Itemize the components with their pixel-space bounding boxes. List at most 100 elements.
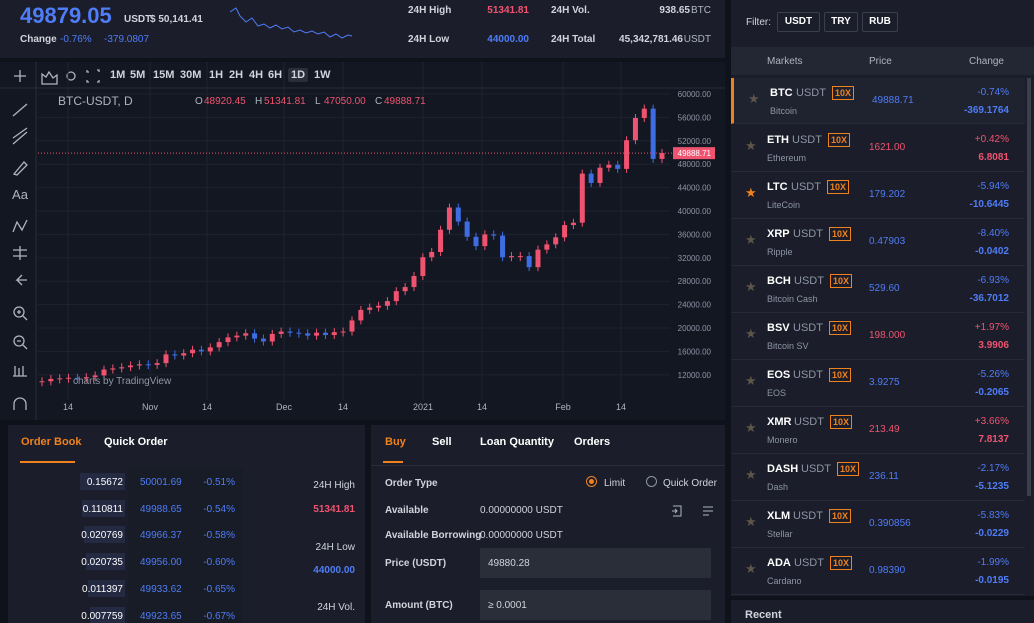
favorite-star[interactable]: ★ xyxy=(745,467,757,482)
interval-button[interactable]: 30M xyxy=(180,69,202,81)
interval-button[interactable]: 1M xyxy=(110,69,126,81)
x-tick-label: 14 xyxy=(616,402,626,412)
candle xyxy=(411,275,417,288)
market-symbol: XMR xyxy=(767,416,792,428)
order-book-tab[interactable]: Order Book xyxy=(21,436,82,448)
radio-label[interactable]: Limit xyxy=(604,478,626,489)
trade-panel: Buy Sell Loan Quantity Orders Order Type Limi… xyxy=(371,425,725,623)
market-name: Ethereum xyxy=(767,153,807,163)
favorite-star[interactable]: ★ xyxy=(745,185,757,200)
market-quote: USDT xyxy=(801,463,831,475)
candle xyxy=(553,237,559,245)
pattern-tool xyxy=(12,219,28,233)
column-header[interactable]: Markets xyxy=(767,56,803,67)
scrollbar[interactable] xyxy=(1027,78,1031,496)
favorite-star[interactable]: ★ xyxy=(745,138,757,153)
input-value[interactable]: ≥ 0.0001 xyxy=(488,600,527,611)
stat-value: 938.65 xyxy=(659,5,690,16)
leverage-badge: 10X xyxy=(830,274,853,288)
candle xyxy=(66,377,72,379)
radio-dot xyxy=(589,479,594,484)
order-type-label: Order Type xyxy=(385,478,438,489)
market-row[interactable]: ★ BSV USDT 10X Bitcoin SV 198.000 +1.97% 3.9906 xyxy=(731,313,1025,360)
market-name: Cardano xyxy=(767,576,802,586)
favorite-star[interactable]: ★ xyxy=(745,326,757,341)
candle xyxy=(517,256,523,258)
favorite-star[interactable]: ★ xyxy=(745,420,757,435)
order-book-tab[interactable]: Quick Order xyxy=(104,436,168,448)
column-header[interactable]: Price xyxy=(869,56,892,67)
symbol[interactable]: BTC-USDT, D xyxy=(58,94,133,108)
filter-option[interactable]: RUB xyxy=(862,12,898,32)
drawing-tools xyxy=(12,69,100,410)
filter-option[interactable]: TRY xyxy=(824,12,858,32)
market-row[interactable]: ★ DASH USDT 10X Dash 236.11 -2.17% -5.1235 xyxy=(731,454,1025,501)
trade-tab[interactable]: Orders xyxy=(574,436,611,448)
radio[interactable] xyxy=(586,476,597,487)
candle xyxy=(384,301,390,306)
radio-label[interactable]: Quick Order xyxy=(663,478,717,489)
field-value: 0.00000000 USDT xyxy=(480,530,563,541)
favorite-star[interactable]: ★ xyxy=(745,373,757,388)
favorite-star[interactable]: ★ xyxy=(745,232,757,247)
y-tick-label: 24000.00 xyxy=(678,301,712,310)
depth-bar xyxy=(90,606,125,623)
candle xyxy=(119,367,125,369)
stat-unit: USDT xyxy=(683,34,711,45)
price-chart: Aa 60000.00 56000.00 52000.00 48000.00 44000… xyxy=(0,62,725,420)
market-row[interactable]: ★ XRP USDT 10X Ripple 0.47903 -8.40% -0.0402 xyxy=(731,219,1025,266)
trade-tab[interactable]: Sell xyxy=(432,436,452,448)
interval-button[interactable]: 6H xyxy=(268,69,283,81)
book-change: -0.60% xyxy=(203,557,235,569)
market-price: 49888.71 xyxy=(872,95,914,106)
market-quote: USDT xyxy=(793,322,823,334)
market-symbol: ETH xyxy=(767,134,789,146)
market-row[interactable]: ★ XLM USDT 10X Stellar 0.390856 -5.83% -0.0229 xyxy=(731,501,1025,548)
zoom-in xyxy=(13,306,25,318)
zoom-out-minus xyxy=(17,340,28,350)
interval-button[interactable]: 2H xyxy=(229,69,244,81)
price-input[interactable] xyxy=(480,548,711,578)
favorite-star[interactable]: ★ xyxy=(745,279,757,294)
trade-tab[interactable]: Buy xyxy=(385,436,406,448)
interval-button[interactable]: 5M xyxy=(130,69,146,81)
leverage-badge: 10X xyxy=(829,321,852,335)
market-row[interactable]: ★ BCH USDT 10X Bitcoin Cash 529.60 -6.93% -36.7… xyxy=(731,266,1025,313)
amount-input[interactable] xyxy=(480,590,711,620)
x-tick-label: 14 xyxy=(338,402,348,412)
market-row[interactable]: ★ ETH USDT 10X Ethereum 1621.00 +0.42% 6.8081 xyxy=(731,125,1025,172)
candle xyxy=(287,331,293,333)
market-row[interactable]: ★ ADA USDT 10X Cardano 0.98390 -1.99% -0.0195 xyxy=(731,548,1025,595)
interval-button[interactable]: 4H xyxy=(249,69,264,81)
candle xyxy=(420,257,426,276)
market-row[interactable]: ★ BTC USDT 10X Bitcoin 49888.71 -0.74% -369.176… xyxy=(731,78,1025,124)
candle xyxy=(508,256,514,258)
radio[interactable] xyxy=(646,476,657,487)
interval-button[interactable]: 15M xyxy=(153,69,175,81)
sparkline xyxy=(230,7,352,39)
line-tool xyxy=(12,103,28,117)
candle xyxy=(243,333,249,336)
candle xyxy=(455,207,461,222)
favorite-star[interactable]: ★ xyxy=(745,561,757,576)
depth-bar xyxy=(86,553,125,571)
interval-button[interactable]: 1W xyxy=(314,69,331,81)
candle xyxy=(367,307,373,310)
trade-tab[interactable]: Loan Quantity xyxy=(480,436,554,448)
market-quote: USDT xyxy=(794,275,824,287)
favorite-star[interactable]: ★ xyxy=(745,514,757,529)
candle xyxy=(349,320,355,332)
market-row[interactable]: ★ EOS USDT 10X EOS 3.9275 -5.26% -0.2065 xyxy=(731,360,1025,407)
favorite-star[interactable]: ★ xyxy=(748,91,760,106)
interval-button[interactable]: 1D xyxy=(288,68,309,82)
interval-button[interactable]: 1H xyxy=(209,69,224,81)
column-header[interactable]: Change xyxy=(968,56,1004,67)
input-value[interactable]: 49880.28 xyxy=(488,558,530,569)
market-row[interactable]: ★ XMR USDT 10X Monero 213.49 +3.66% 7.8137 xyxy=(731,407,1025,454)
candle xyxy=(438,229,444,252)
y-tick-label: 28000.00 xyxy=(678,277,712,286)
filter-option[interactable]: USDT xyxy=(777,12,820,32)
market-row[interactable]: ★ LTC USDT 10X LiteCoin 179.202 -5.94% -10.6445 xyxy=(731,172,1025,219)
ohlc-key: C xyxy=(375,96,383,107)
